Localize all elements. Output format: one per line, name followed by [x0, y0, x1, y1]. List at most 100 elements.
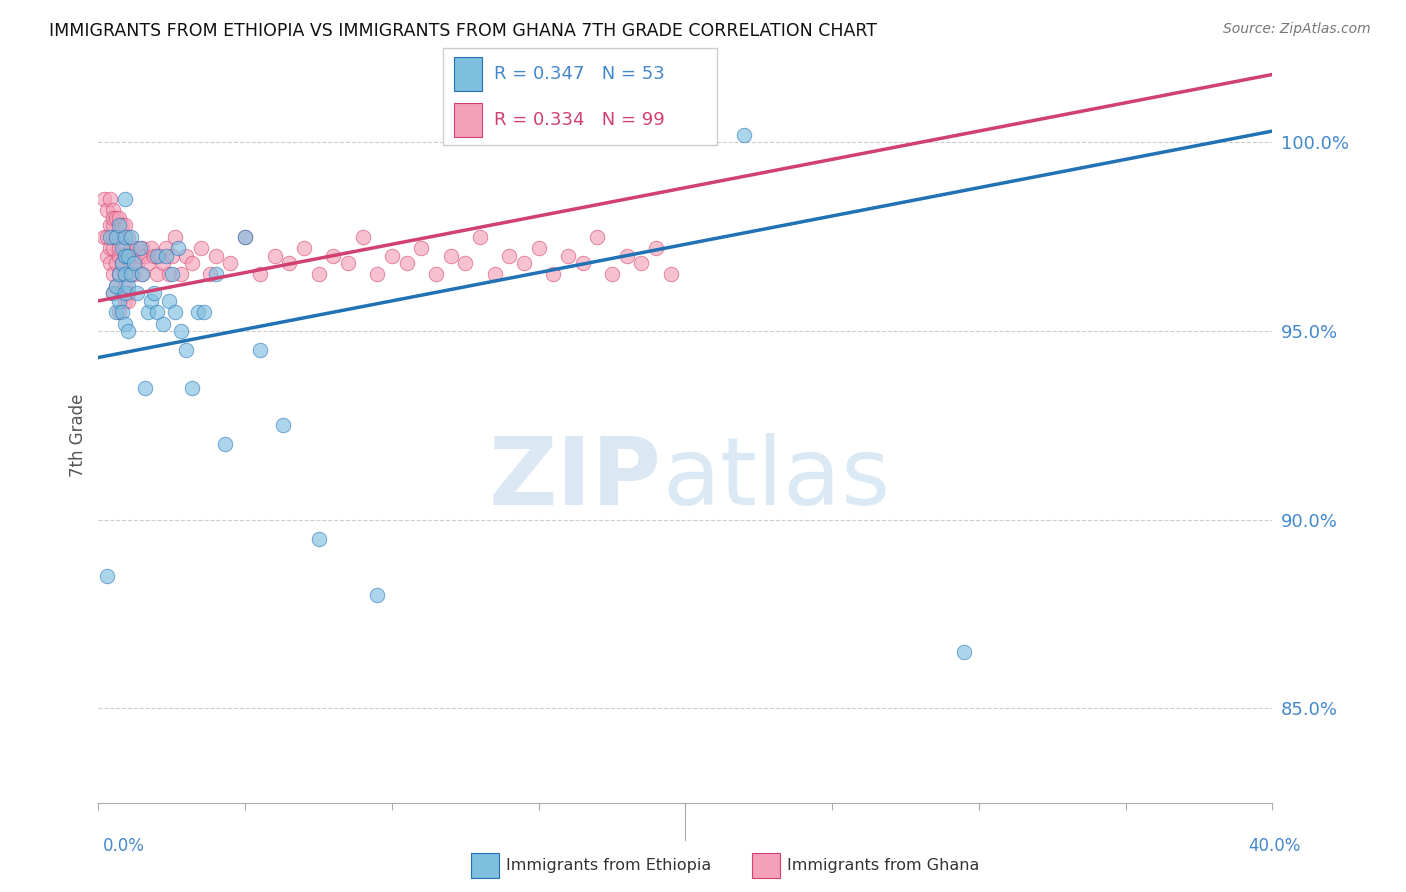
Point: [141, 241, 163, 255]
Point: [108, 219, 131, 233]
Point: [571, 256, 593, 270]
Text: ZIP: ZIP: [489, 433, 662, 525]
Point: [616, 249, 638, 263]
Point: [131, 241, 153, 255]
Point: [176, 249, 198, 263]
Point: [146, 249, 169, 263]
Point: [120, 241, 142, 255]
Point: [105, 229, 128, 244]
Point: [101, 219, 124, 233]
Point: [114, 192, 136, 206]
Point: [205, 249, 228, 263]
Point: [108, 268, 131, 282]
Point: [134, 381, 156, 395]
Point: [193, 305, 215, 319]
Point: [117, 293, 139, 308]
Point: [187, 305, 209, 319]
Point: [163, 305, 186, 319]
Point: [98, 241, 121, 255]
Point: [630, 256, 652, 270]
Point: [214, 437, 236, 451]
Point: [108, 268, 131, 282]
Point: [120, 268, 142, 282]
Point: [645, 241, 668, 255]
Point: [114, 278, 136, 293]
Point: [117, 268, 139, 282]
Text: atlas: atlas: [662, 433, 890, 525]
Point: [98, 192, 121, 206]
Point: [96, 229, 118, 244]
Point: [108, 293, 131, 308]
Point: [278, 256, 301, 270]
Point: [953, 645, 976, 659]
Point: [149, 249, 172, 263]
Point: [249, 268, 271, 282]
Point: [659, 268, 682, 282]
Point: [125, 286, 148, 301]
Y-axis label: 7th Grade: 7th Grade: [69, 393, 87, 476]
Point: [160, 249, 183, 263]
Point: [586, 229, 609, 244]
Point: [108, 229, 131, 244]
Point: [114, 219, 136, 233]
Point: [101, 211, 124, 225]
Point: [190, 241, 212, 255]
Point: [101, 241, 124, 255]
Point: [134, 249, 156, 263]
Text: Immigrants from Ghana: Immigrants from Ghana: [787, 858, 980, 872]
Point: [117, 249, 139, 263]
Point: [114, 229, 136, 244]
Point: [366, 268, 388, 282]
Point: [160, 268, 183, 282]
Point: [176, 343, 198, 357]
Point: [117, 286, 139, 301]
Point: [101, 203, 124, 218]
Point: [122, 256, 145, 270]
Point: [117, 278, 139, 293]
Point: [111, 286, 134, 301]
Point: [136, 256, 159, 270]
Point: [108, 305, 131, 319]
Point: [169, 324, 191, 338]
Point: [263, 249, 285, 263]
Point: [498, 249, 520, 263]
Point: [146, 268, 169, 282]
Point: [169, 268, 191, 282]
Point: [117, 249, 139, 263]
Point: [166, 241, 188, 255]
Point: [114, 249, 136, 263]
Point: [322, 249, 344, 263]
Point: [128, 249, 150, 263]
Point: [233, 229, 256, 244]
Text: 40.0%: 40.0%: [1249, 837, 1301, 855]
Point: [131, 268, 153, 282]
Point: [543, 268, 565, 282]
Point: [111, 305, 134, 319]
Point: [439, 249, 461, 263]
Text: R = 0.334   N = 99: R = 0.334 N = 99: [494, 112, 664, 129]
Point: [105, 211, 128, 225]
Point: [454, 256, 477, 270]
Point: [733, 128, 755, 142]
Point: [557, 249, 579, 263]
Point: [352, 229, 374, 244]
Point: [101, 268, 124, 282]
Point: [181, 381, 204, 395]
Point: [120, 268, 142, 282]
Point: [111, 256, 134, 270]
Point: [155, 249, 177, 263]
Point: [93, 229, 115, 244]
Point: [468, 229, 491, 244]
Point: [101, 286, 124, 301]
Text: IMMIGRANTS FROM ETHIOPIA VS IMMIGRANTS FROM GHANA 7TH GRADE CORRELATION CHART: IMMIGRANTS FROM ETHIOPIA VS IMMIGRANTS F…: [49, 22, 877, 40]
Point: [101, 229, 124, 244]
Point: [381, 249, 404, 263]
Point: [114, 249, 136, 263]
Point: [292, 241, 315, 255]
Point: [273, 418, 295, 433]
Point: [513, 256, 536, 270]
Point: [152, 317, 174, 331]
Point: [143, 286, 166, 301]
Point: [117, 229, 139, 244]
Point: [114, 241, 136, 255]
